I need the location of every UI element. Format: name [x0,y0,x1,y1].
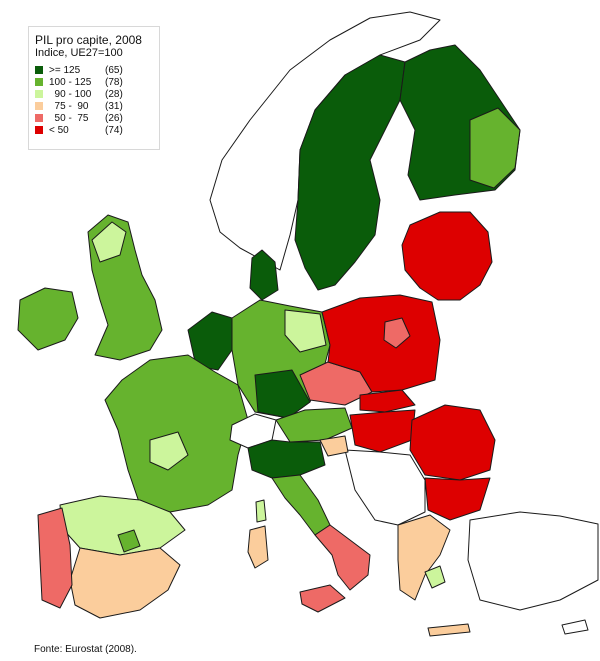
region-denmark [249,249,279,301]
legend-count: (74) [105,124,123,136]
region-madrid [117,529,141,553]
region-romania [409,404,496,481]
region-western-balkans [344,449,426,526]
legend-swatch [35,126,43,134]
region-italy-center [271,474,331,536]
legend-range: 100 - 125 [49,76,92,88]
legend-swatch [35,90,43,98]
region-italy-south [314,524,371,591]
legend-range: 90 - 100 [49,88,92,100]
legend-subtitle: Indice, UE27=100 [35,47,123,59]
region-slovenia [319,435,349,457]
legend-swatch [35,114,43,122]
region-spain-south [69,547,181,619]
region-warsaw [383,317,411,349]
region-athens [424,565,446,589]
region-crete [427,623,471,637]
legend-range: >= 125 [49,64,81,76]
legend-row: < 50 (74) [35,124,159,136]
region-poland [321,294,441,393]
region-scotland-highlands [91,221,127,263]
region-corsica [255,499,267,523]
legend-row: 100 - 125 (78) [35,76,159,88]
region-ireland [17,287,79,351]
legend-count: (28) [105,88,123,100]
legend-row: >= 125 (65) [35,64,159,76]
legend-count: (31) [105,100,123,112]
region-germany-east [284,309,327,353]
region-france-center [149,431,189,471]
region-sicily [299,584,346,613]
region-finland-east [469,107,521,189]
legend-swatch [35,102,43,110]
region-sweden [294,54,406,291]
region-slovakia [359,389,416,413]
legend-row: 90 - 100 (28) [35,88,159,100]
legend-count: (65) [105,64,123,76]
legend-count: (78) [105,76,123,88]
legend-range: < 50 [49,124,69,136]
legend-range: 75 - 90 [49,100,89,112]
region-portugal [37,507,73,609]
region-italy-north [247,439,326,479]
region-cyprus [561,619,589,635]
region-baltics [401,211,493,301]
legend-row: 75 - 90 (31) [35,100,159,112]
source-note: Fonte: Eurostat (2008). [34,644,137,655]
legend-title: PIL pro capite, 2008 [35,33,142,47]
region-turkey [467,511,599,611]
region-greece [397,514,451,601]
region-germany-south [254,369,311,419]
region-spain-north [59,495,186,556]
legend-swatch [35,78,43,86]
region-hungary [349,409,416,453]
legend-count: (26) [105,112,123,124]
legend-row: 50 - 75 (26) [35,112,159,124]
region-sardinia [247,525,269,569]
region-bulgaria [424,477,491,521]
legend-swatch [35,66,43,74]
map-legend: PIL pro capite, 2008 Indice, UE27=100 >=… [28,26,160,150]
legend-range: 50 - 75 [49,112,89,124]
